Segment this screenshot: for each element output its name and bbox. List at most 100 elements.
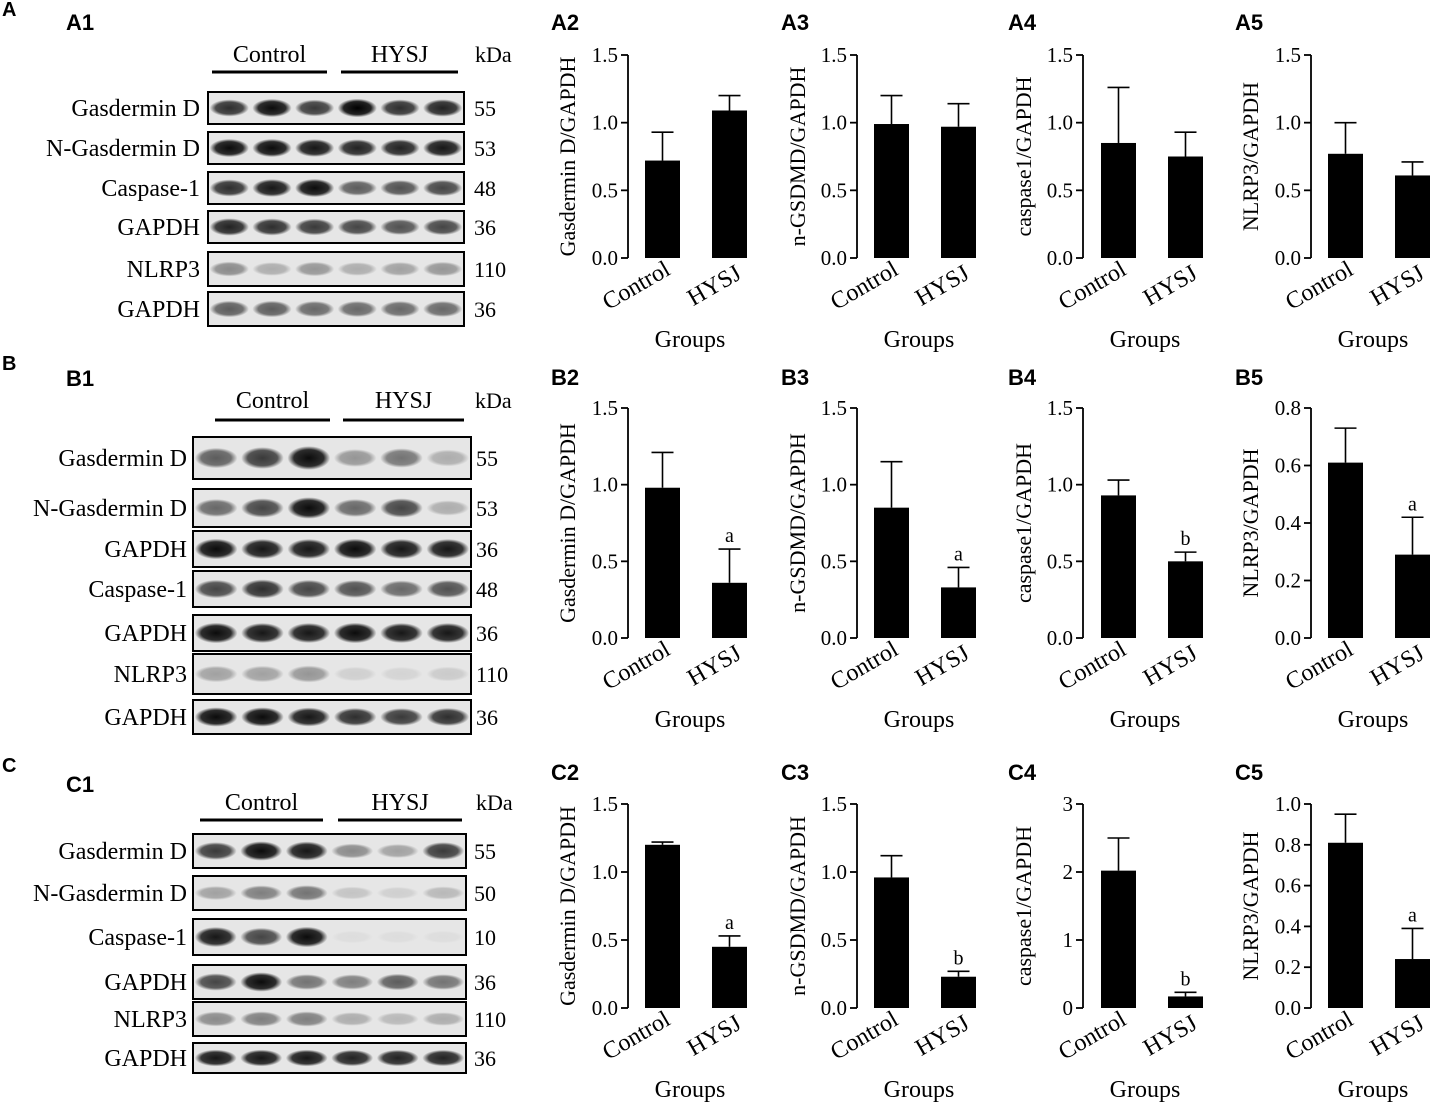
y-tick-label: 0.6 [1275,454,1301,478]
significance-mark: a [725,525,734,547]
blot-band [194,707,238,727]
y-tick-label: 1.0 [592,860,618,884]
blot-band [380,448,423,468]
chart-panel-label: C4 [1008,760,1037,785]
blot-band [240,1011,283,1027]
protein-label: GAPDH [117,297,200,323]
blot-band [380,219,420,235]
blot-band [241,665,284,683]
x-axis-title: Groups [1338,707,1409,733]
blot-band [376,930,419,944]
blot-band [333,666,377,682]
bar-hysj [941,976,976,1008]
blot-band [423,261,463,277]
chart-panel-label: B5 [1235,365,1263,390]
blot-row: Gasdermin D 55 [58,436,498,480]
bar-control [1328,153,1363,258]
y-tick-label: 0.0 [821,246,847,270]
blot-band [380,708,423,726]
bar-hysj [1395,959,1430,1008]
bar-hysj [1168,996,1203,1008]
bar-control [645,844,680,1008]
y-axis-label: NLRP3/GAPDH [1238,82,1263,231]
blot-band [423,300,463,318]
bar-control [645,487,680,638]
bar-hysj [941,126,976,258]
group-header-control: Control [233,42,307,68]
bar-control [645,160,680,258]
blot-panel-label: C1 [66,772,94,797]
y-axis-label: caspase1/GAPDH [1011,443,1036,603]
blot-band [252,262,292,276]
x-category-label: HYSJ [911,260,974,311]
blot-band [376,1012,419,1026]
y-tick-label: 1.5 [592,792,618,816]
blot-band [295,139,335,157]
y-tick-label: 0.8 [1275,396,1301,420]
blot-strip [192,488,472,528]
y-tick-label: 1.5 [821,43,847,67]
blot-strip [207,91,465,125]
blot-strip [192,875,467,911]
chart-panel-label: A3 [781,10,809,35]
y-tick-label: 1.0 [1047,111,1073,135]
blot-band [422,930,465,944]
x-category-label: HYSJ [1366,640,1429,691]
y-tick-label: 0 [1063,996,1074,1020]
blot-band [380,261,420,277]
kda-value: 53 [474,136,496,161]
protein-label: NLRP3 [127,257,200,283]
y-tick-label: 1.5 [592,396,618,420]
kda-value: 36 [476,705,498,730]
blot-band [380,622,423,644]
y-axis-label: n-GSDMD/GAPDH [785,433,810,613]
kda-value: 110 [474,1007,506,1032]
y-tick-label: 0.5 [592,549,618,573]
blot-band [240,927,283,947]
significance-mark: b [1181,528,1191,550]
blot-band [287,497,331,519]
bar-hysj [941,587,976,638]
blot-band [241,707,284,727]
y-tick-label: 1 [1063,928,1074,952]
blot-band [241,622,284,644]
kda-value: 55 [476,446,498,471]
y-tick-label: 0.8 [1275,833,1301,857]
blot-band [241,579,284,599]
blot-band [380,498,423,518]
blot-row: Caspase-1 10 [88,918,496,956]
group-header-hysj: HYSJ [371,42,428,68]
blot-strip [207,171,465,205]
x-axis-title: Groups [655,707,726,733]
blot-panel-label: A1 [66,10,94,35]
blot-band [285,841,328,861]
blot-band [194,885,237,901]
chart-panel-label: B2 [551,365,579,390]
kda-header: kDa [476,790,513,815]
blot-row: NLRP3 110 [114,1001,506,1037]
blot-band [331,886,374,900]
blot-band [331,1012,374,1026]
x-category-label: HYSJ [1139,640,1202,691]
kda-value: 53 [476,496,498,521]
kda-value: 50 [474,881,496,906]
y-tick-label: 3 [1063,792,1074,816]
bar-control [874,877,909,1008]
blot-band [287,538,331,560]
blot-strip [192,1001,467,1037]
blot-strip [207,210,465,244]
protein-label: Caspase-1 [88,925,187,951]
y-axis-label: Gasdermin D/GAPDH [555,56,580,256]
kda-value: 55 [474,96,496,121]
protein-label: GAPDH [117,215,200,241]
blot-band [333,538,377,560]
y-axis-label: Gasdermin D/GAPDH [555,423,580,623]
y-tick-label: 1.0 [821,860,847,884]
blot-band [380,180,420,196]
blot-row: N-Gasdermin D 50 [33,875,496,911]
blot-row: GAPDH 36 [104,964,496,1000]
blot-band [422,842,465,860]
